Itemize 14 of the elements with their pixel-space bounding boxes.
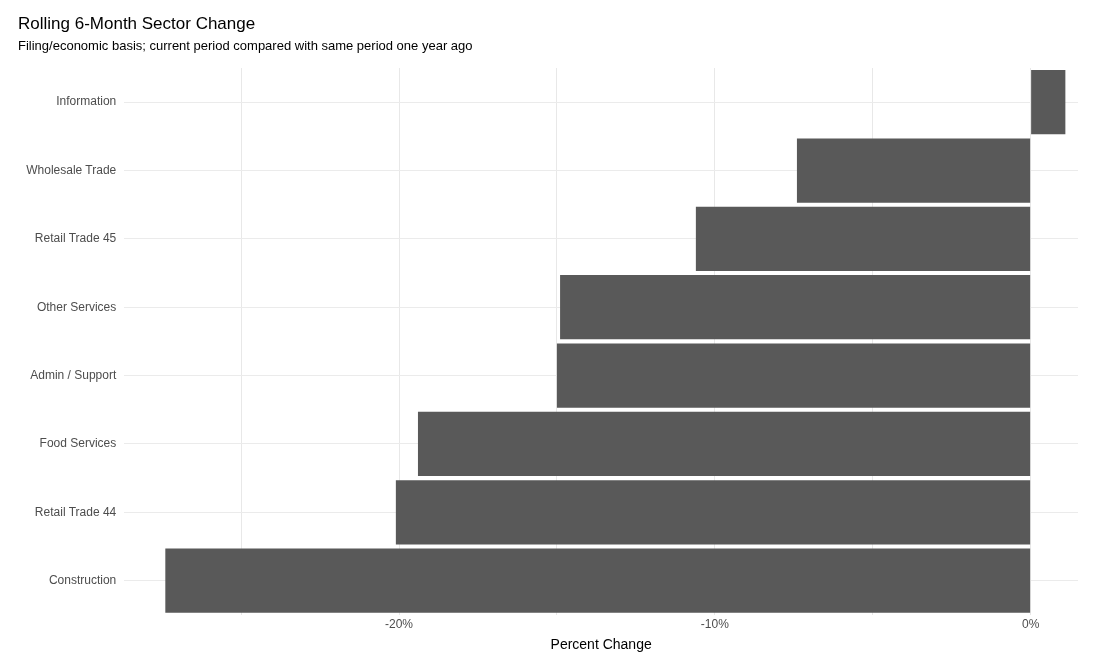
y-tick-label: Retail Trade 44 (34, 504, 117, 519)
y-tick-label: Construction (48, 572, 117, 587)
x-tick-label: -10% (700, 617, 730, 632)
y-tick-label: Food Services (39, 436, 117, 451)
y-tick-label: Retail Trade 45 (34, 231, 117, 246)
x-tick-label: 0% (1021, 617, 1040, 632)
y-tick-label: Information (56, 94, 117, 109)
chart-title: Rolling 6-Month Sector Change (18, 13, 256, 33)
y-tick-label: Other Services (36, 299, 117, 314)
y-tick-label: Wholesale Trade (26, 162, 117, 177)
x-axis-title: Percent Change (550, 636, 652, 653)
chart-subtitle: Filing/economic basis; current period compared with same period one year ago (18, 37, 473, 53)
y-tick-label: Admin / Support (30, 367, 117, 382)
x-tick-label: -20% (385, 617, 414, 632)
